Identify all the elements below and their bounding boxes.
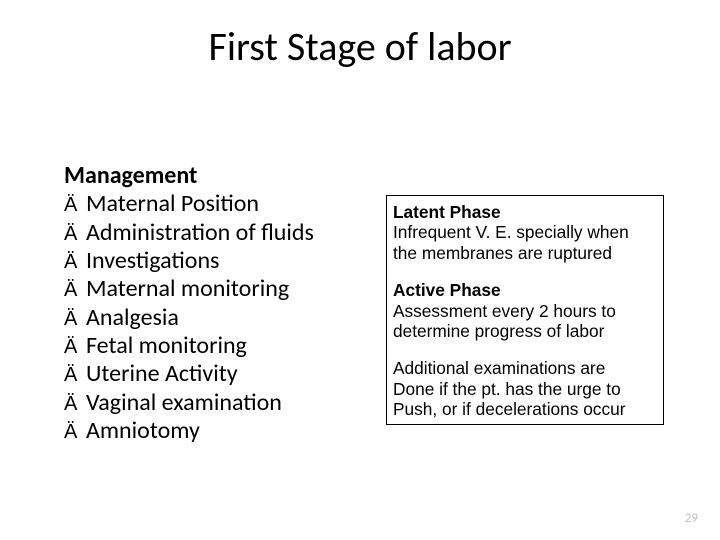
bullet-icon: Ä [64,364,86,388]
spacer [393,263,657,280]
latent-phase-line: Infrequent V. E. specially when [393,222,657,242]
bullet-text: Amniotomy [86,417,200,445]
latent-phase-line: the membranes are ruptured [393,243,657,263]
bullet-icon: Ä [64,308,86,332]
bullet-icon: Ä [64,223,86,247]
management-heading: Management [64,162,374,190]
latent-phase-title: Latent Phase [393,202,657,222]
bullet-icon: Ä [64,251,86,275]
list-item: Ä Investigations [64,247,374,275]
list-item: Ä Administration of fluids [64,219,374,247]
bullet-icon: Ä [64,421,86,445]
phases-box: Latent Phase Infrequent V. E. specially … [386,195,664,425]
bullet-text: Maternal monitoring [86,275,289,303]
bullet-text: Investigations [86,247,219,275]
slide: First Stage of labor Management Ä Matern… [0,0,720,540]
list-item: Ä Vaginal examination [64,389,374,417]
active-phase-title: Active Phase [393,280,657,300]
bullet-icon: Ä [64,393,86,417]
bullet-text: Analgesia [86,304,179,332]
bullet-text: Uterine Activity [86,360,238,388]
list-item: Ä Amniotomy [64,417,374,445]
list-item: Ä Analgesia [64,304,374,332]
bullet-text: Maternal Position [86,190,259,218]
bullet-text: Fetal monitoring [86,332,247,360]
additional-line: Additional examinations are [393,358,657,378]
bullet-icon: Ä [64,336,86,360]
additional-line: Done if the pt. has the urge to [393,379,657,399]
spacer [393,341,657,358]
page-number: 29 [685,511,698,526]
slide-title: First Stage of labor [0,22,720,71]
left-column: Management Ä Maternal Position Ä Adminis… [64,162,374,445]
list-item: Ä Maternal Position [64,190,374,218]
list-item: Ä Fetal monitoring [64,332,374,360]
bullet-text: Vaginal examination [86,389,282,417]
list-item: Ä Uterine Activity [64,360,374,388]
bullet-icon: Ä [64,194,86,218]
list-item: Ä Maternal monitoring [64,275,374,303]
bullet-icon: Ä [64,279,86,303]
active-phase-line: determine progress of labor [393,321,657,341]
additional-line: Push, or if decelerations occur [393,399,657,419]
bullet-text: Administration of fluids [86,219,314,247]
active-phase-line: Assessment every 2 hours to [393,301,657,321]
